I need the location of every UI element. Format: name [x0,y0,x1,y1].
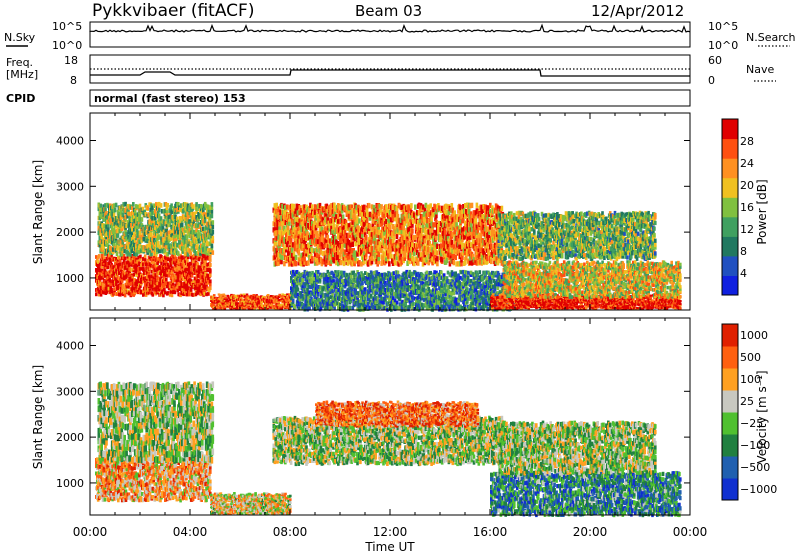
beam-label: Beam 03 [355,2,422,20]
noise-sky-trace [90,25,690,32]
heatmap-cell [115,203,118,208]
cpid-label: CPID [6,92,35,105]
heatmap-cell [98,254,101,258]
noise-tick-bottom-left: 10^0 [52,39,82,52]
nave-label: Nave [746,63,774,76]
noise-tick-top-right: 10^5 [708,20,738,33]
date-label: 12/Apr/2012 [591,2,684,20]
noise-panel: N.Sky 10^5 10^0 10^5 10^0 N.Search [4,20,796,52]
heatmap-cell [209,273,212,277]
heatmap-cell [160,261,163,265]
heatmap-cell [207,292,210,296]
heatmap-cell [144,254,147,258]
heatmap-cell [209,286,212,290]
freq-tick-bottom: 8 [70,74,77,87]
nave-tick-top: 60 [708,54,722,67]
heatmap-cell [114,208,117,213]
cpid-panel: CPID normal (fast stereo) 153 [6,90,690,106]
heatmap-cell [165,278,168,282]
heatmap-cell [122,284,125,288]
heatmap-cell [139,255,142,259]
noise-search-label: N.Search [746,31,796,44]
heatmap-cell [174,290,177,294]
heatmap-cell [117,233,120,238]
cpid-value: normal (fast stereo) 153 [94,92,246,105]
freq-unit-label: [MHz] [6,68,38,81]
freq-trace [90,70,690,76]
heatmap-cell [124,257,127,261]
heatmap-cell [139,231,142,236]
heatmap-cell [209,279,212,283]
noise-sky-label: N.Sky [4,31,36,44]
freq-panel: Freq. [MHz] 18 8 60 0 Nave [6,54,776,87]
noise-tick-bottom-right: 10^0 [708,39,738,52]
heatmap-cell [209,258,212,262]
heatmap-cell [209,263,212,267]
noise-tick-top-left: 10^5 [52,20,82,33]
heatmap-cell [132,202,135,207]
nave-tick-bottom: 0 [708,74,715,87]
heatmap-cell [116,252,119,257]
heatmap-cell [148,271,151,275]
station-title: Pykkvibaer (fitACF) [92,1,254,21]
heatmap-cell [95,292,98,296]
radar-summary-figure: Pykkvibaer (fitACF) Beam 03 12/Apr/2012 … [0,0,800,554]
heatmap-cell [209,268,212,272]
freq-tick-top: 18 [64,54,78,67]
power-heatmap-cells [95,202,682,312]
heatmap-cell [181,255,184,259]
heatmap-cell [110,288,113,292]
